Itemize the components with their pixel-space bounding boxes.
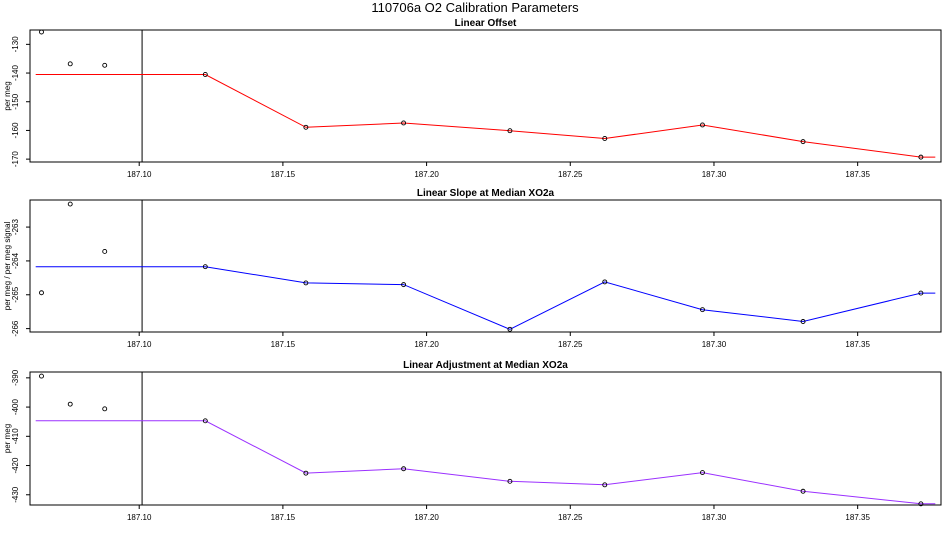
data-point bbox=[602, 279, 608, 285]
y-tick-label: -420 bbox=[11, 457, 20, 474]
data-point bbox=[800, 488, 806, 494]
data-point bbox=[202, 72, 208, 77]
data-point bbox=[602, 482, 608, 488]
data-point bbox=[102, 248, 108, 254]
plot-frame bbox=[29, 199, 942, 333]
data-point bbox=[507, 478, 513, 484]
series-line bbox=[35, 266, 936, 330]
data-point bbox=[800, 319, 806, 324]
x-tick-label: 187.20 bbox=[414, 170, 439, 179]
data-point bbox=[700, 122, 705, 128]
data-point bbox=[303, 280, 309, 286]
y-axis-label: per meg / per meg signal bbox=[3, 222, 12, 311]
y-tick-label: -410 bbox=[11, 428, 20, 445]
x-tick-label: 187.35 bbox=[845, 513, 870, 522]
x-tick-label: 187.15 bbox=[271, 340, 296, 349]
x-tick-label: 187.30 bbox=[702, 513, 727, 522]
data-point bbox=[39, 373, 44, 379]
page-title: 110706a O2 Calibration Parameters bbox=[371, 0, 579, 15]
x-tick-label: 187.15 bbox=[271, 513, 296, 522]
chart-title: Linear Slope at Median XO2a bbox=[417, 188, 555, 199]
data-point bbox=[67, 201, 73, 207]
y-tick-label: -264 bbox=[11, 252, 20, 269]
data-point bbox=[602, 136, 608, 141]
data-point bbox=[918, 290, 924, 296]
data-point bbox=[67, 61, 73, 67]
data-point bbox=[401, 120, 407, 126]
data-point bbox=[507, 128, 513, 134]
data-point bbox=[800, 139, 806, 145]
x-tick-label: 187.15 bbox=[271, 170, 296, 179]
data-point bbox=[202, 418, 208, 424]
x-tick-label: 187.10 bbox=[127, 170, 152, 179]
x-tick-label: 187.10 bbox=[127, 513, 152, 522]
x-tick-label: 187.20 bbox=[414, 340, 439, 349]
y-tick-label: -430 bbox=[11, 486, 20, 503]
plot-frame bbox=[29, 371, 942, 506]
data-point bbox=[67, 401, 73, 407]
x-tick-label: 187.25 bbox=[558, 340, 583, 349]
y-tick-label: -160 bbox=[11, 122, 20, 139]
x-tick-label: 187.25 bbox=[558, 170, 583, 179]
y-tick-label: -400 bbox=[11, 399, 20, 416]
data-point bbox=[102, 62, 108, 68]
data-point bbox=[401, 282, 407, 288]
chart-panel-3: Linear Adjustment at Median XO2a per meg 1… bbox=[3, 360, 942, 522]
y-tick-label: -140 bbox=[11, 64, 20, 81]
data-point bbox=[303, 470, 309, 476]
y-tick-label: -150 bbox=[11, 93, 20, 110]
chart-panel-1: Linear Offset per meg 187.10 187.15 187.20 18… bbox=[3, 18, 942, 179]
x-tick-label: 187.35 bbox=[845, 170, 870, 179]
x-tick-label: 187.20 bbox=[414, 513, 439, 522]
data-point bbox=[303, 124, 309, 130]
data-point bbox=[39, 29, 44, 35]
x-tick-label: 187.30 bbox=[702, 170, 727, 179]
x-tick-label: 187.30 bbox=[702, 340, 727, 349]
series-line bbox=[35, 420, 936, 505]
chart-title: Linear Offset bbox=[455, 18, 517, 29]
data-point bbox=[102, 406, 108, 412]
series-line bbox=[35, 74, 936, 158]
data-point bbox=[507, 326, 513, 332]
chart-panel-2: Linear Slope at Median XO2a per meg / per… bbox=[3, 188, 942, 349]
y-tick-label: -263 bbox=[11, 219, 20, 236]
x-tick-label: 187.25 bbox=[558, 513, 583, 522]
chart-title: Linear Adjustment at Median XO2a bbox=[403, 360, 568, 371]
data-point bbox=[700, 470, 705, 476]
y-tick-label: -130 bbox=[11, 36, 20, 53]
data-point bbox=[918, 501, 924, 507]
y-tick-label: -170 bbox=[11, 151, 20, 168]
x-tick-label: 187.10 bbox=[127, 340, 152, 349]
data-point bbox=[202, 264, 208, 270]
data-point bbox=[918, 154, 924, 160]
data-point bbox=[39, 290, 44, 296]
y-tick-label: -390 bbox=[11, 369, 20, 386]
y-tick-label: -266 bbox=[11, 320, 20, 337]
data-point bbox=[401, 466, 407, 472]
y-axis-label: per meg bbox=[3, 424, 12, 453]
plot-frame bbox=[29, 29, 942, 163]
data-point bbox=[700, 307, 705, 313]
y-tick-label: -265 bbox=[11, 286, 20, 303]
y-axis-label: per meg bbox=[3, 81, 12, 110]
x-tick-label: 187.35 bbox=[845, 340, 870, 349]
